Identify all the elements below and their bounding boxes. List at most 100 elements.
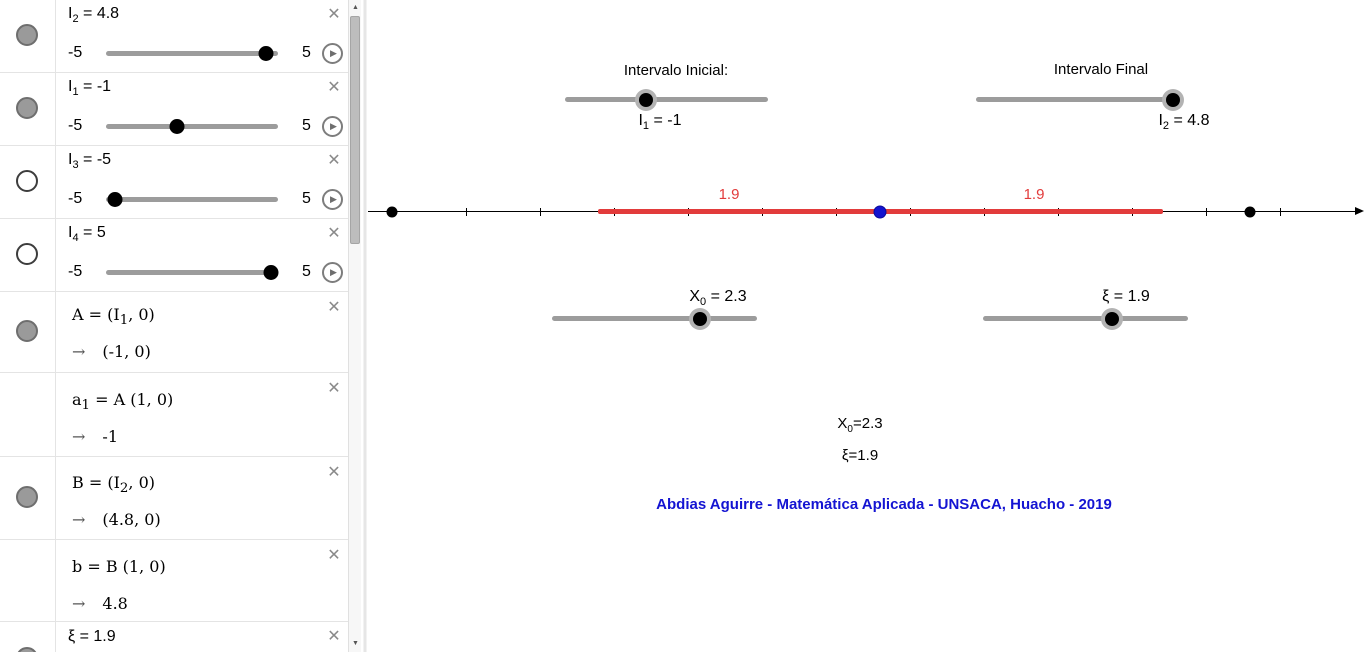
object-definition: b = B (1, 0) [72,557,166,576]
slider-min-label: -5 [68,190,83,207]
object-value: → -1 [72,427,118,446]
visibility-toggle[interactable] [16,97,38,119]
visibility-column [0,146,56,218]
visibility-toggle[interactable] [16,320,38,342]
point-b[interactable] [1244,206,1256,218]
interval-initial-title: Intervalo Inicial: [623,62,729,79]
slider-min-label: -5 [68,44,83,61]
scroll-down-icon[interactable]: ▼ [352,640,359,647]
slider-track[interactable] [106,119,278,134]
object-definition: a1 = A (1, 0) [72,390,174,414]
object-definition: B = (I2, 0) [72,473,155,497]
slider-handle[interactable] [639,92,654,107]
visibility-toggle[interactable] [16,170,38,192]
slider-xi[interactable] [983,311,1188,326]
object-label: I3 = -5 [68,151,112,172]
algebra-row-i4: I4 = 5 -5 5 ▶ ✕ [0,219,348,292]
play-icon[interactable]: ▶ [322,262,343,283]
algebra-row-a1: a1 = A (1, 0) → -1 ✕ [0,373,348,457]
play-icon[interactable]: ▶ [322,43,343,64]
visibility-toggle[interactable] [16,243,38,265]
slider-handle[interactable] [258,46,274,61]
slider-max-label: 5 [302,117,311,134]
slider-track[interactable] [106,265,279,280]
slider-track[interactable] [565,97,768,102]
arrow-icon: → [72,510,86,529]
slider-min-label: -5 [68,263,83,280]
object-value: → 4.8 [72,594,128,613]
slider-track[interactable] [983,316,1188,321]
slider-max-label: 5 [302,263,311,280]
visibility-column [0,292,56,372]
interval-final-title: Intervalo Final [1053,61,1149,78]
segment-right-label: 1.9 [1023,186,1045,203]
scrollbar-thumb[interactable] [350,16,360,244]
readout-x0: X0=2.3 [837,415,883,435]
slider-i2-graphics[interactable] [976,92,1180,107]
point-x0[interactable] [873,205,887,219]
play-icon[interactable]: ▶ [322,116,343,137]
slider-handle[interactable] [107,192,123,207]
visibility-column [0,0,56,72]
panel-splitter[interactable] [363,0,367,652]
algebra-row-point-b: B = (I2, 0) → (4.8, 0) ✕ [0,457,348,540]
close-icon[interactable]: ✕ [327,464,341,481]
slider-handle[interactable] [169,119,185,134]
slider-handle[interactable] [1165,92,1180,107]
close-icon[interactable]: ✕ [327,152,341,169]
slider-x0[interactable] [552,311,757,326]
slider-i1-value-label: I1 = -1 [638,112,682,133]
close-icon[interactable]: ✕ [327,380,341,397]
slider-track[interactable] [552,316,757,321]
visibility-column [0,219,56,291]
play-icon[interactable]: ▶ [322,189,343,210]
object-label: I2 = 4.8 [68,5,120,26]
algebra-row-xi: ξ = 1.9 ✕ [0,622,348,652]
close-icon[interactable]: ✕ [327,79,341,96]
visibility-column [0,622,56,652]
close-icon[interactable]: ✕ [327,547,341,564]
close-icon[interactable]: ✕ [327,628,341,645]
segment-left-label: 1.9 [718,186,740,203]
slider-track[interactable] [976,97,1179,102]
point-a[interactable] [386,206,398,218]
arrow-icon: → [72,594,86,613]
slider-i1-graphics[interactable] [565,92,768,107]
visibility-column [0,540,56,621]
arrow-icon: → [72,427,86,446]
object-value: → (4.8, 0) [72,510,161,529]
slider-i2-value-label: I2 = 4.8 [1158,112,1210,133]
close-icon[interactable]: ✕ [327,6,341,23]
visibility-toggle[interactable] [16,647,38,652]
algebra-row-i3: I3 = -5 -5 5 ▶ ✕ [0,146,348,219]
close-icon[interactable]: ✕ [327,225,341,242]
slider-handle[interactable] [692,311,707,326]
credit-text: Abdias Aguirre - Matemática Aplicada - U… [656,496,1112,513]
algebra-scrollbar[interactable]: ▲ ▼ [348,0,361,652]
algebra-row-b: b = B (1, 0) → 4.8 ✕ [0,540,348,622]
slider-handle[interactable] [1105,311,1120,326]
slider-xi-value-label: ξ = 1.9 [1102,288,1150,305]
algebra-row-point-a: A = (I1, 0) → (-1, 0) ✕ [0,292,348,373]
visibility-toggle[interactable] [16,486,38,508]
algebra-row-i2: I2 = 4.8 -5 5 ▶ ✕ [0,0,348,73]
slider-min-label: -5 [68,117,83,134]
visibility-toggle[interactable] [16,24,38,46]
scroll-up-icon[interactable]: ▲ [352,4,359,11]
slider-max-label: 5 [302,190,311,207]
algebra-row-i1: I1 = -1 -5 5 ▶ ✕ [0,73,348,146]
slider-track[interactable] [106,192,278,207]
object-label: I1 = -1 [68,78,112,99]
readout-xi: ξ=1.9 [841,447,879,464]
object-definition: A = (I1, 0) [72,305,155,329]
slider-track[interactable] [106,46,278,61]
object-label: I4 = 5 [68,224,106,245]
object-label: ξ = 1.9 [68,628,116,645]
close-icon[interactable]: ✕ [327,299,341,316]
slider-handle[interactable] [263,265,279,280]
visibility-column [0,457,56,539]
visibility-column [0,73,56,145]
axis-arrowhead-icon [1355,207,1364,215]
slider-x0-value-label: X0 = 2.3 [689,288,747,309]
